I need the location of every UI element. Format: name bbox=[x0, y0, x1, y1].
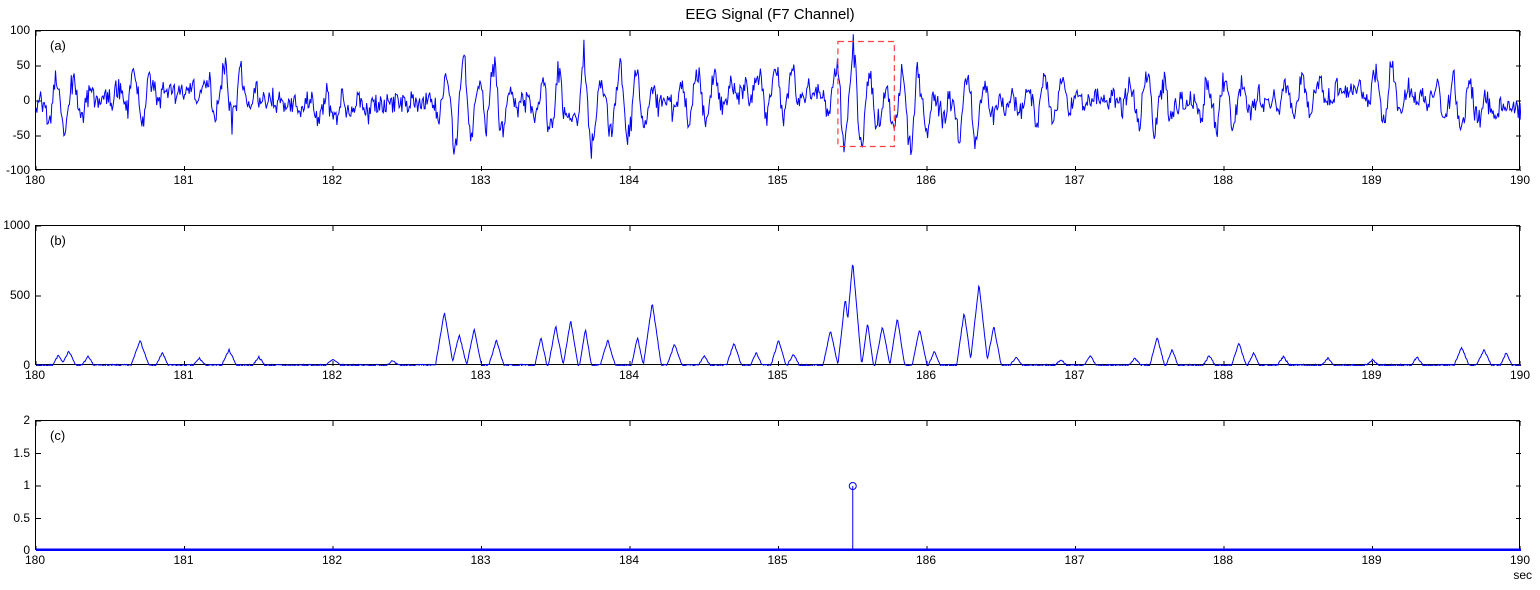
xtick-label: 180 bbox=[25, 173, 45, 187]
panel-b bbox=[35, 225, 1520, 365]
xtick-label: 180 bbox=[25, 553, 45, 567]
xtick-label: 182 bbox=[322, 553, 342, 567]
ytick-label: -50 bbox=[13, 128, 30, 142]
xtick-label: 187 bbox=[1064, 173, 1084, 187]
xtick-label: 185 bbox=[767, 553, 787, 567]
xtick-label: 184 bbox=[619, 368, 639, 382]
feature-signal-line bbox=[36, 265, 1521, 366]
xtick-label: 185 bbox=[767, 173, 787, 187]
xtick-label: 188 bbox=[1213, 173, 1233, 187]
xtick-label: 186 bbox=[916, 368, 936, 382]
xtick-label: 183 bbox=[470, 368, 490, 382]
ytick-label: 1.5 bbox=[13, 446, 30, 460]
xtick-label: 184 bbox=[619, 553, 639, 567]
xtick-label: 181 bbox=[173, 368, 193, 382]
ytick-label: 50 bbox=[17, 58, 30, 72]
xtick-label: 182 bbox=[322, 173, 342, 187]
xtick-label: 180 bbox=[25, 368, 45, 382]
ytick-label: 2 bbox=[23, 413, 30, 427]
panel-label-a: (a) bbox=[50, 38, 66, 53]
xtick-label: 186 bbox=[916, 173, 936, 187]
xtick-label: 190 bbox=[1510, 553, 1530, 567]
ytick-label: 100 bbox=[10, 23, 30, 37]
panel-a bbox=[35, 30, 1520, 170]
panel-label-c: (c) bbox=[50, 428, 65, 443]
eeg-signal-line bbox=[36, 34, 1521, 158]
ytick-label: 1000 bbox=[3, 218, 30, 232]
xtick-label: 181 bbox=[173, 553, 193, 567]
xtick-label: 186 bbox=[916, 553, 936, 567]
panel-label-b: (b) bbox=[50, 233, 66, 248]
ytick-label: 500 bbox=[10, 288, 30, 302]
xtick-label: 183 bbox=[470, 553, 490, 567]
ytick-label: 1 bbox=[23, 478, 30, 492]
xtick-label: 189 bbox=[1361, 173, 1381, 187]
xtick-label: 185 bbox=[767, 368, 787, 382]
chart-title: EEG Signal (F7 Channel) bbox=[685, 6, 854, 23]
xtick-label: 187 bbox=[1064, 553, 1084, 567]
panel-b-svg bbox=[36, 226, 1521, 366]
xtick-label: 189 bbox=[1361, 553, 1381, 567]
ytick-label: 0 bbox=[23, 93, 30, 107]
xtick-label: 187 bbox=[1064, 368, 1084, 382]
xtick-label: 188 bbox=[1213, 553, 1233, 567]
xtick-label: 184 bbox=[619, 173, 639, 187]
xtick-label: 190 bbox=[1510, 173, 1530, 187]
panel-c-svg bbox=[36, 421, 1521, 551]
xtick-label: 183 bbox=[470, 173, 490, 187]
xtick-label: 182 bbox=[322, 368, 342, 382]
xtick-label: 188 bbox=[1213, 368, 1233, 382]
panel-c bbox=[35, 420, 1520, 550]
xtick-label: 190 bbox=[1510, 368, 1530, 382]
panel-a-svg bbox=[36, 31, 1521, 171]
xtick-label: 181 bbox=[173, 173, 193, 187]
xtick-label: 189 bbox=[1361, 368, 1381, 382]
ytick-label: 0.5 bbox=[13, 511, 30, 525]
xaxis-label: sec bbox=[1513, 568, 1532, 582]
